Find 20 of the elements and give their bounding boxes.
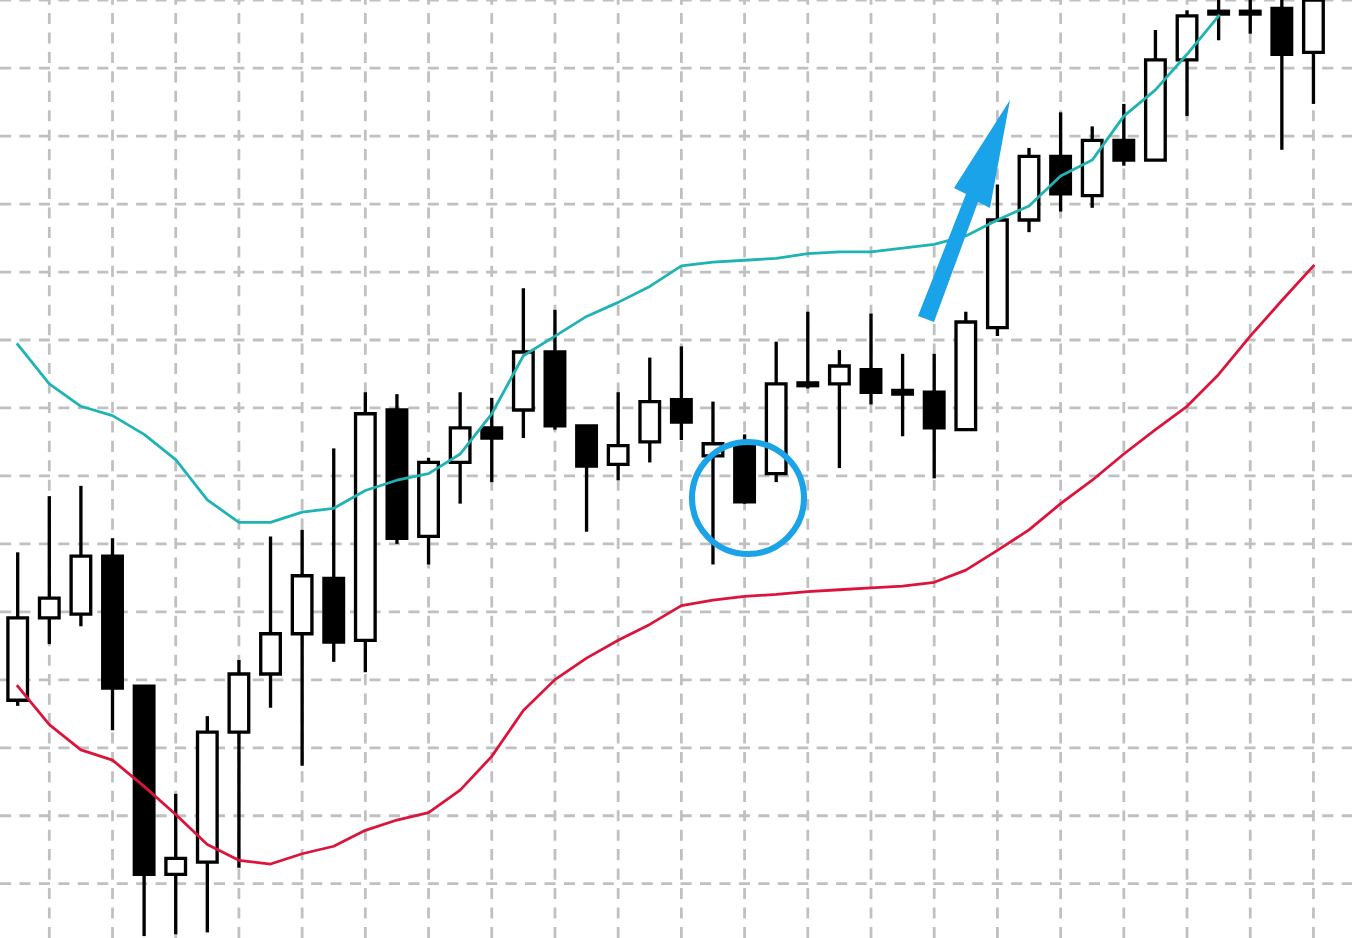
candlestick xyxy=(669,344,693,442)
candlestick xyxy=(859,311,883,407)
candlestick xyxy=(37,494,61,646)
candlestick xyxy=(922,352,946,481)
candlestick xyxy=(1049,110,1073,214)
candlestick xyxy=(1207,0,1231,42)
candlestick xyxy=(796,310,820,391)
candlestick xyxy=(575,424,599,534)
candlestick xyxy=(259,534,282,710)
candlestick xyxy=(606,390,630,482)
candlestick xyxy=(638,355,662,465)
candlestick xyxy=(164,792,188,936)
candlestick xyxy=(1270,0,1294,152)
candlestick xyxy=(1175,8,1199,118)
candlestick xyxy=(1112,102,1136,168)
candlestick xyxy=(1238,0,1262,36)
candlestick xyxy=(827,348,851,470)
candlestick xyxy=(448,390,472,506)
candlestick xyxy=(891,352,915,438)
candlestick xyxy=(480,396,504,484)
